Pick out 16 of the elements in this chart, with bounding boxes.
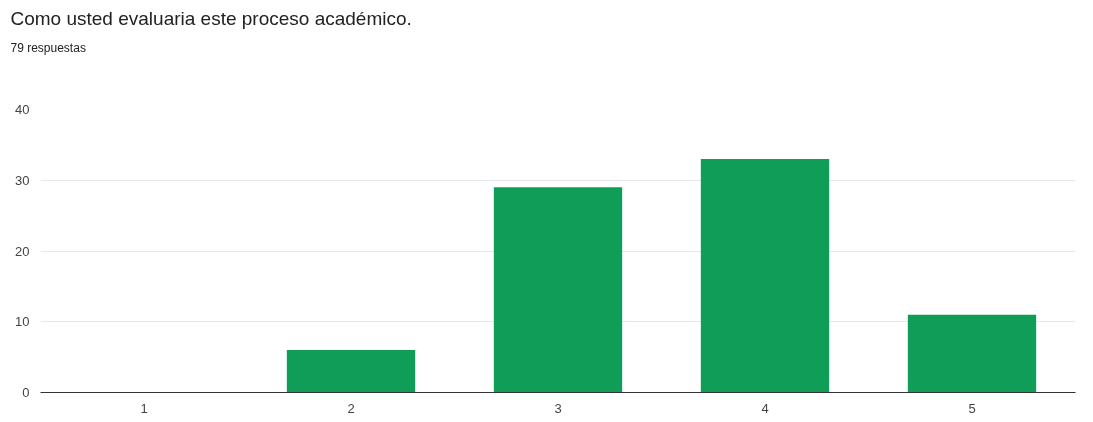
bar bbox=[907, 314, 1037, 393]
x-tick-label: 4 bbox=[761, 400, 769, 416]
chart-title: Como usted evaluaria este proceso académico. bbox=[10, 7, 412, 29]
y-tick-label: 20 bbox=[15, 243, 30, 259]
bar bbox=[493, 187, 623, 393]
y-tick-label: 30 bbox=[15, 172, 30, 188]
y-tick-label: 10 bbox=[15, 314, 30, 330]
x-tick-label: 1 bbox=[140, 400, 148, 416]
bar bbox=[700, 159, 830, 393]
x-tick-label: 5 bbox=[968, 400, 976, 416]
x-tick-label: 2 bbox=[347, 400, 355, 416]
bar bbox=[286, 350, 416, 393]
y-tick-label: 0 bbox=[22, 385, 30, 400]
chart-subtitle: 79 respuestas bbox=[10, 40, 86, 55]
y-tick-label: 40 bbox=[15, 102, 30, 117]
x-tick-label: 3 bbox=[554, 400, 562, 416]
